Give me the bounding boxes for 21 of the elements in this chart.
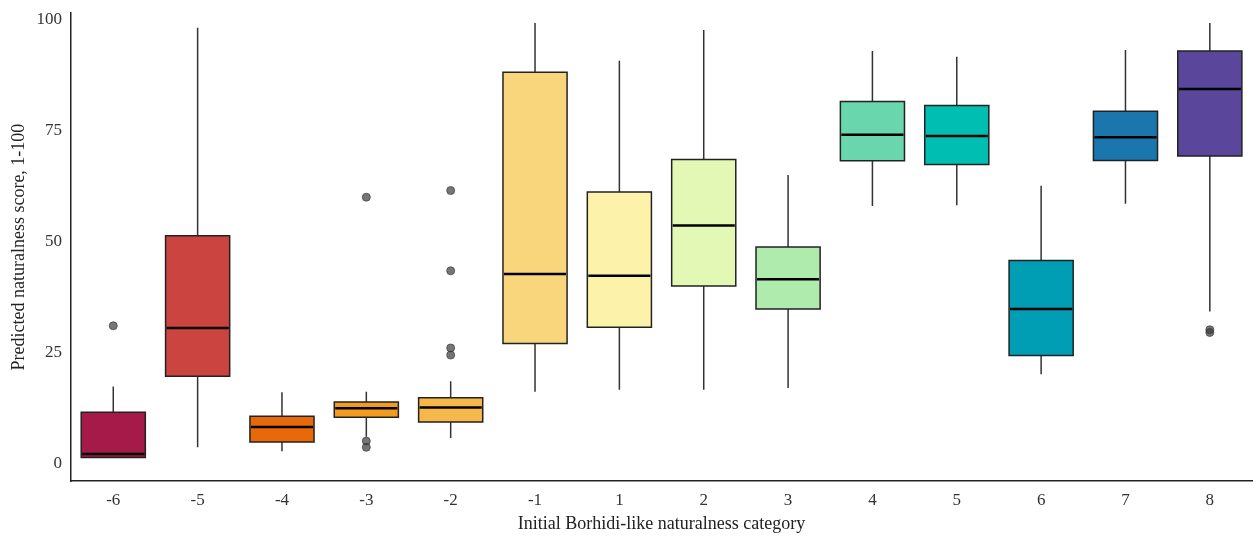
x-tick-label: -2	[443, 489, 458, 509]
x-tick-label: -1	[527, 489, 543, 509]
y-tick-label: 50	[45, 231, 63, 251]
y-tick-label: 0	[53, 452, 63, 472]
x-axis-title: Initial Borhidi-like naturalness category	[517, 512, 806, 533]
x-tick-label: 2	[699, 489, 708, 509]
x-tick-label: 7	[1121, 489, 1131, 509]
x-tick-label: -4	[274, 489, 290, 509]
y-tick-label: 100	[36, 9, 63, 29]
x-tick-label: 1	[615, 489, 624, 509]
y-axis-title: Predicted naturalness score, 1-100	[7, 123, 28, 371]
x-tick-label: -6	[106, 489, 121, 509]
y-tick-label: 25	[45, 341, 63, 361]
x-tick-label: 8	[1205, 489, 1215, 509]
x-tick-label: -3	[359, 489, 374, 509]
x-tick-label: 6	[1036, 489, 1046, 509]
x-tick-label: 3	[783, 489, 793, 509]
x-tick-label: 5	[952, 489, 962, 509]
x-tick-label: 4	[868, 489, 878, 509]
y-tick-label: 75	[45, 120, 63, 140]
x-tick-label: -5	[190, 489, 205, 509]
